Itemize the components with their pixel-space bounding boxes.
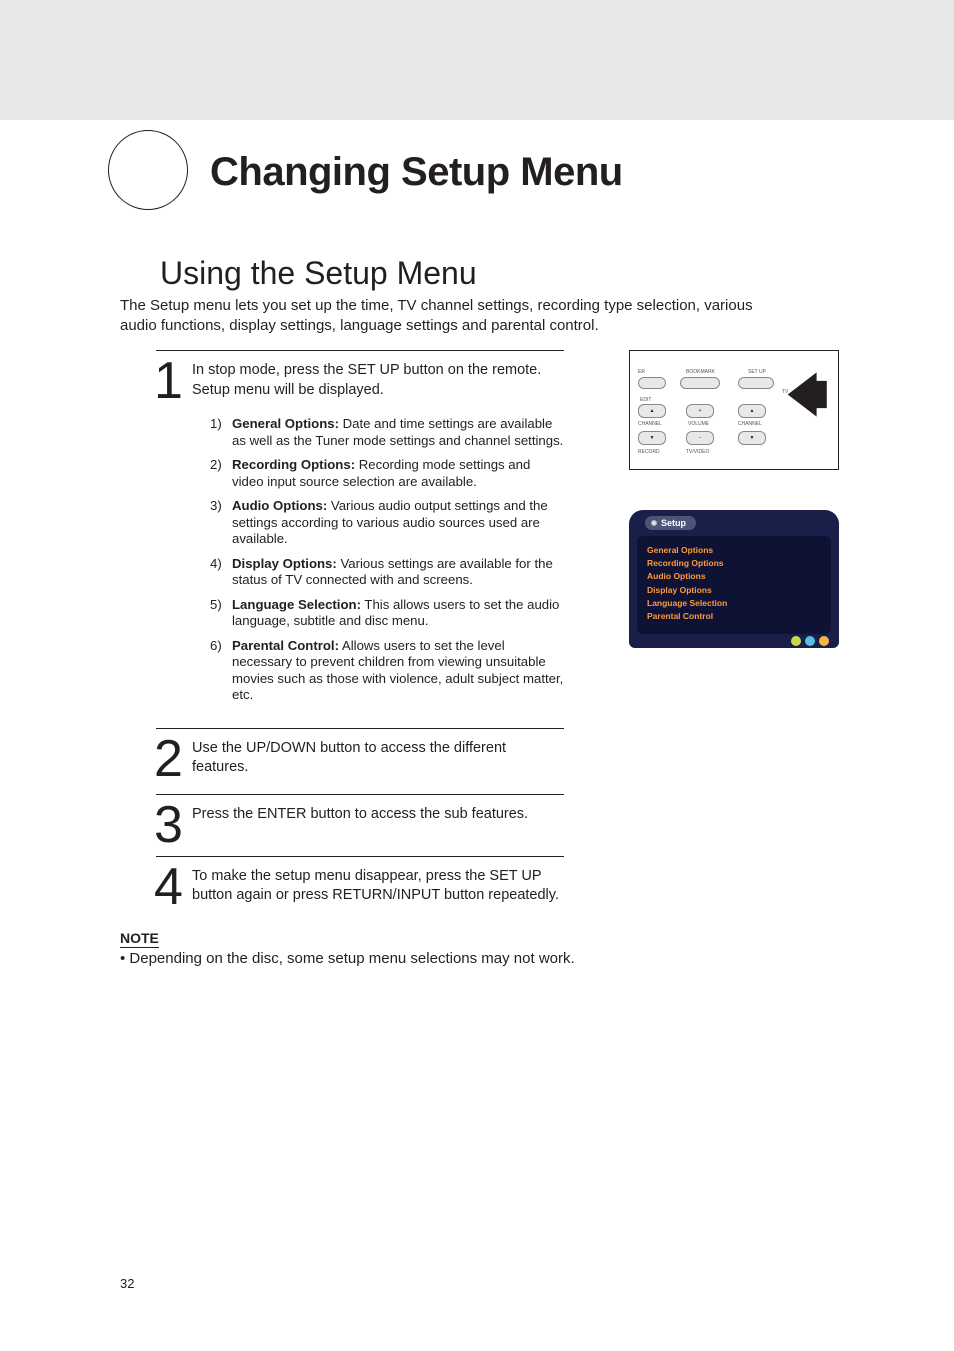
sub-num: 5) bbox=[210, 597, 232, 630]
sub-text: General Options: Date and time settings … bbox=[232, 416, 564, 449]
callout-arrow-icon bbox=[786, 369, 834, 419]
menu-item: Display Options bbox=[647, 584, 821, 597]
sub-text: Audio Options: Various audio output sett… bbox=[232, 498, 564, 548]
step-number: 3 bbox=[154, 799, 183, 851]
step-main-text: In stop mode, press the SET UP button on… bbox=[192, 362, 541, 398]
sub-item: 6)Parental Control: Allows users to set … bbox=[210, 638, 564, 704]
sub-item: 5)Language Selection: This allows users … bbox=[210, 597, 564, 630]
sub-num: 1) bbox=[210, 416, 232, 449]
chapter-circle-icon bbox=[108, 130, 188, 210]
sub-bold: Audio Options: bbox=[232, 498, 327, 513]
step-text: To make the setup menu disappear, press … bbox=[192, 867, 564, 906]
step-text: Use the UP/DOWN button to access the dif… bbox=[192, 739, 564, 778]
step-number: 4 bbox=[154, 861, 183, 913]
remote-label-edit: EDIT bbox=[640, 397, 651, 403]
remote-bookmark-button bbox=[680, 377, 720, 389]
steps-list: 1 In stop mode, press the SET UP button … bbox=[156, 350, 564, 922]
sub-text: Language Selection: This allows users to… bbox=[232, 597, 564, 630]
menu-body: General Options Recording Options Audio … bbox=[637, 536, 831, 634]
menu-title: Setup bbox=[661, 518, 686, 528]
menu-tab: Setup bbox=[645, 516, 696, 530]
note-section: NOTE • Depending on the disc, some setup… bbox=[120, 930, 770, 967]
sub-bold: Display Options: bbox=[232, 556, 337, 571]
remote-down-button: ▼ bbox=[738, 431, 766, 445]
page-number: 32 bbox=[120, 1276, 134, 1291]
intro-text: The Setup menu lets you set up the time,… bbox=[120, 296, 790, 337]
sub-text: Display Options: Various settings are av… bbox=[232, 556, 564, 589]
sub-num: 2) bbox=[210, 457, 232, 490]
remote-up-button: ▲ bbox=[638, 404, 666, 418]
menu-item: Language Selection bbox=[647, 597, 821, 610]
remote-minus-button: − bbox=[686, 431, 714, 445]
sub-item: 3)Audio Options: Various audio output se… bbox=[210, 498, 564, 548]
remote-plus-button: + bbox=[686, 404, 714, 418]
sub-item: 1)General Options: Date and time setting… bbox=[210, 416, 564, 449]
sub-bold: Language Selection: bbox=[232, 597, 361, 612]
remote-label-bookmark: BOOKMARK bbox=[686, 369, 715, 375]
remote-label-channel: CHANNEL bbox=[738, 421, 762, 427]
step-4: 4 To make the setup menu disappear, pres… bbox=[156, 856, 564, 922]
remote-up-button: ▲ bbox=[738, 404, 766, 418]
step-number: 2 bbox=[154, 733, 183, 785]
setup-menu-screenshot: Setup General Options Recording Options … bbox=[629, 510, 839, 648]
dot-icon bbox=[805, 636, 815, 646]
remote-button bbox=[638, 377, 666, 389]
header-band bbox=[0, 0, 954, 120]
sub-text: Parental Control: Allows users to set th… bbox=[232, 638, 564, 704]
sub-item: 4)Display Options: Various settings are … bbox=[210, 556, 564, 589]
sub-item: 2)Recording Options: Recording mode sett… bbox=[210, 457, 564, 490]
sub-options-list: 1)General Options: Date and time setting… bbox=[210, 416, 564, 704]
remote-label-tvvideo: TV/VIDEO bbox=[686, 449, 709, 455]
remote-figure: ER BOOKMARK SET UP TV EDIT ▲ + ▲ CHANNEL… bbox=[629, 350, 839, 470]
remote-label-record: RECORD bbox=[638, 449, 660, 455]
step-text: In stop mode, press the SET UP button on… bbox=[192, 361, 564, 704]
dot-icon bbox=[819, 636, 829, 646]
note-text: • Depending on the disc, some setup menu… bbox=[120, 950, 770, 967]
menu-item: Audio Options bbox=[647, 570, 821, 583]
menu-item: Recording Options bbox=[647, 557, 821, 570]
bullet-icon bbox=[651, 520, 657, 526]
sub-num: 3) bbox=[210, 498, 232, 548]
remote-down-button: ▼ bbox=[638, 431, 666, 445]
step-3: 3 Press the ENTER button to access the s… bbox=[156, 794, 564, 856]
chapter-title: Changing Setup Menu bbox=[210, 150, 623, 195]
sub-text: Recording Options: Recording mode settin… bbox=[232, 457, 564, 490]
section-title: Using the Setup Menu bbox=[160, 255, 477, 292]
sub-bold: Parental Control: bbox=[232, 638, 339, 653]
dot-icon bbox=[791, 636, 801, 646]
step-1: 1 In stop mode, press the SET UP button … bbox=[156, 350, 564, 728]
sub-num: 6) bbox=[210, 638, 232, 704]
remote-label-er: ER bbox=[638, 369, 645, 375]
sub-num: 4) bbox=[210, 556, 232, 589]
menu-item: General Options bbox=[647, 544, 821, 557]
remote-setup-button bbox=[738, 377, 774, 389]
menu-footer-dots bbox=[791, 636, 829, 646]
step-text: Press the ENTER button to access the sub… bbox=[192, 805, 564, 825]
remote-label-setup: SET UP bbox=[748, 369, 766, 375]
step-number: 1 bbox=[154, 355, 183, 407]
remote-label-channel: CHANNEL bbox=[638, 421, 662, 427]
menu-item: Parental Control bbox=[647, 610, 821, 623]
note-label: NOTE bbox=[120, 930, 159, 948]
sub-bold: General Options: bbox=[232, 416, 339, 431]
step-2: 2 Use the UP/DOWN button to access the d… bbox=[156, 728, 564, 794]
sub-bold: Recording Options: bbox=[232, 457, 355, 472]
remote-label-volume: VOLUME bbox=[688, 421, 709, 427]
